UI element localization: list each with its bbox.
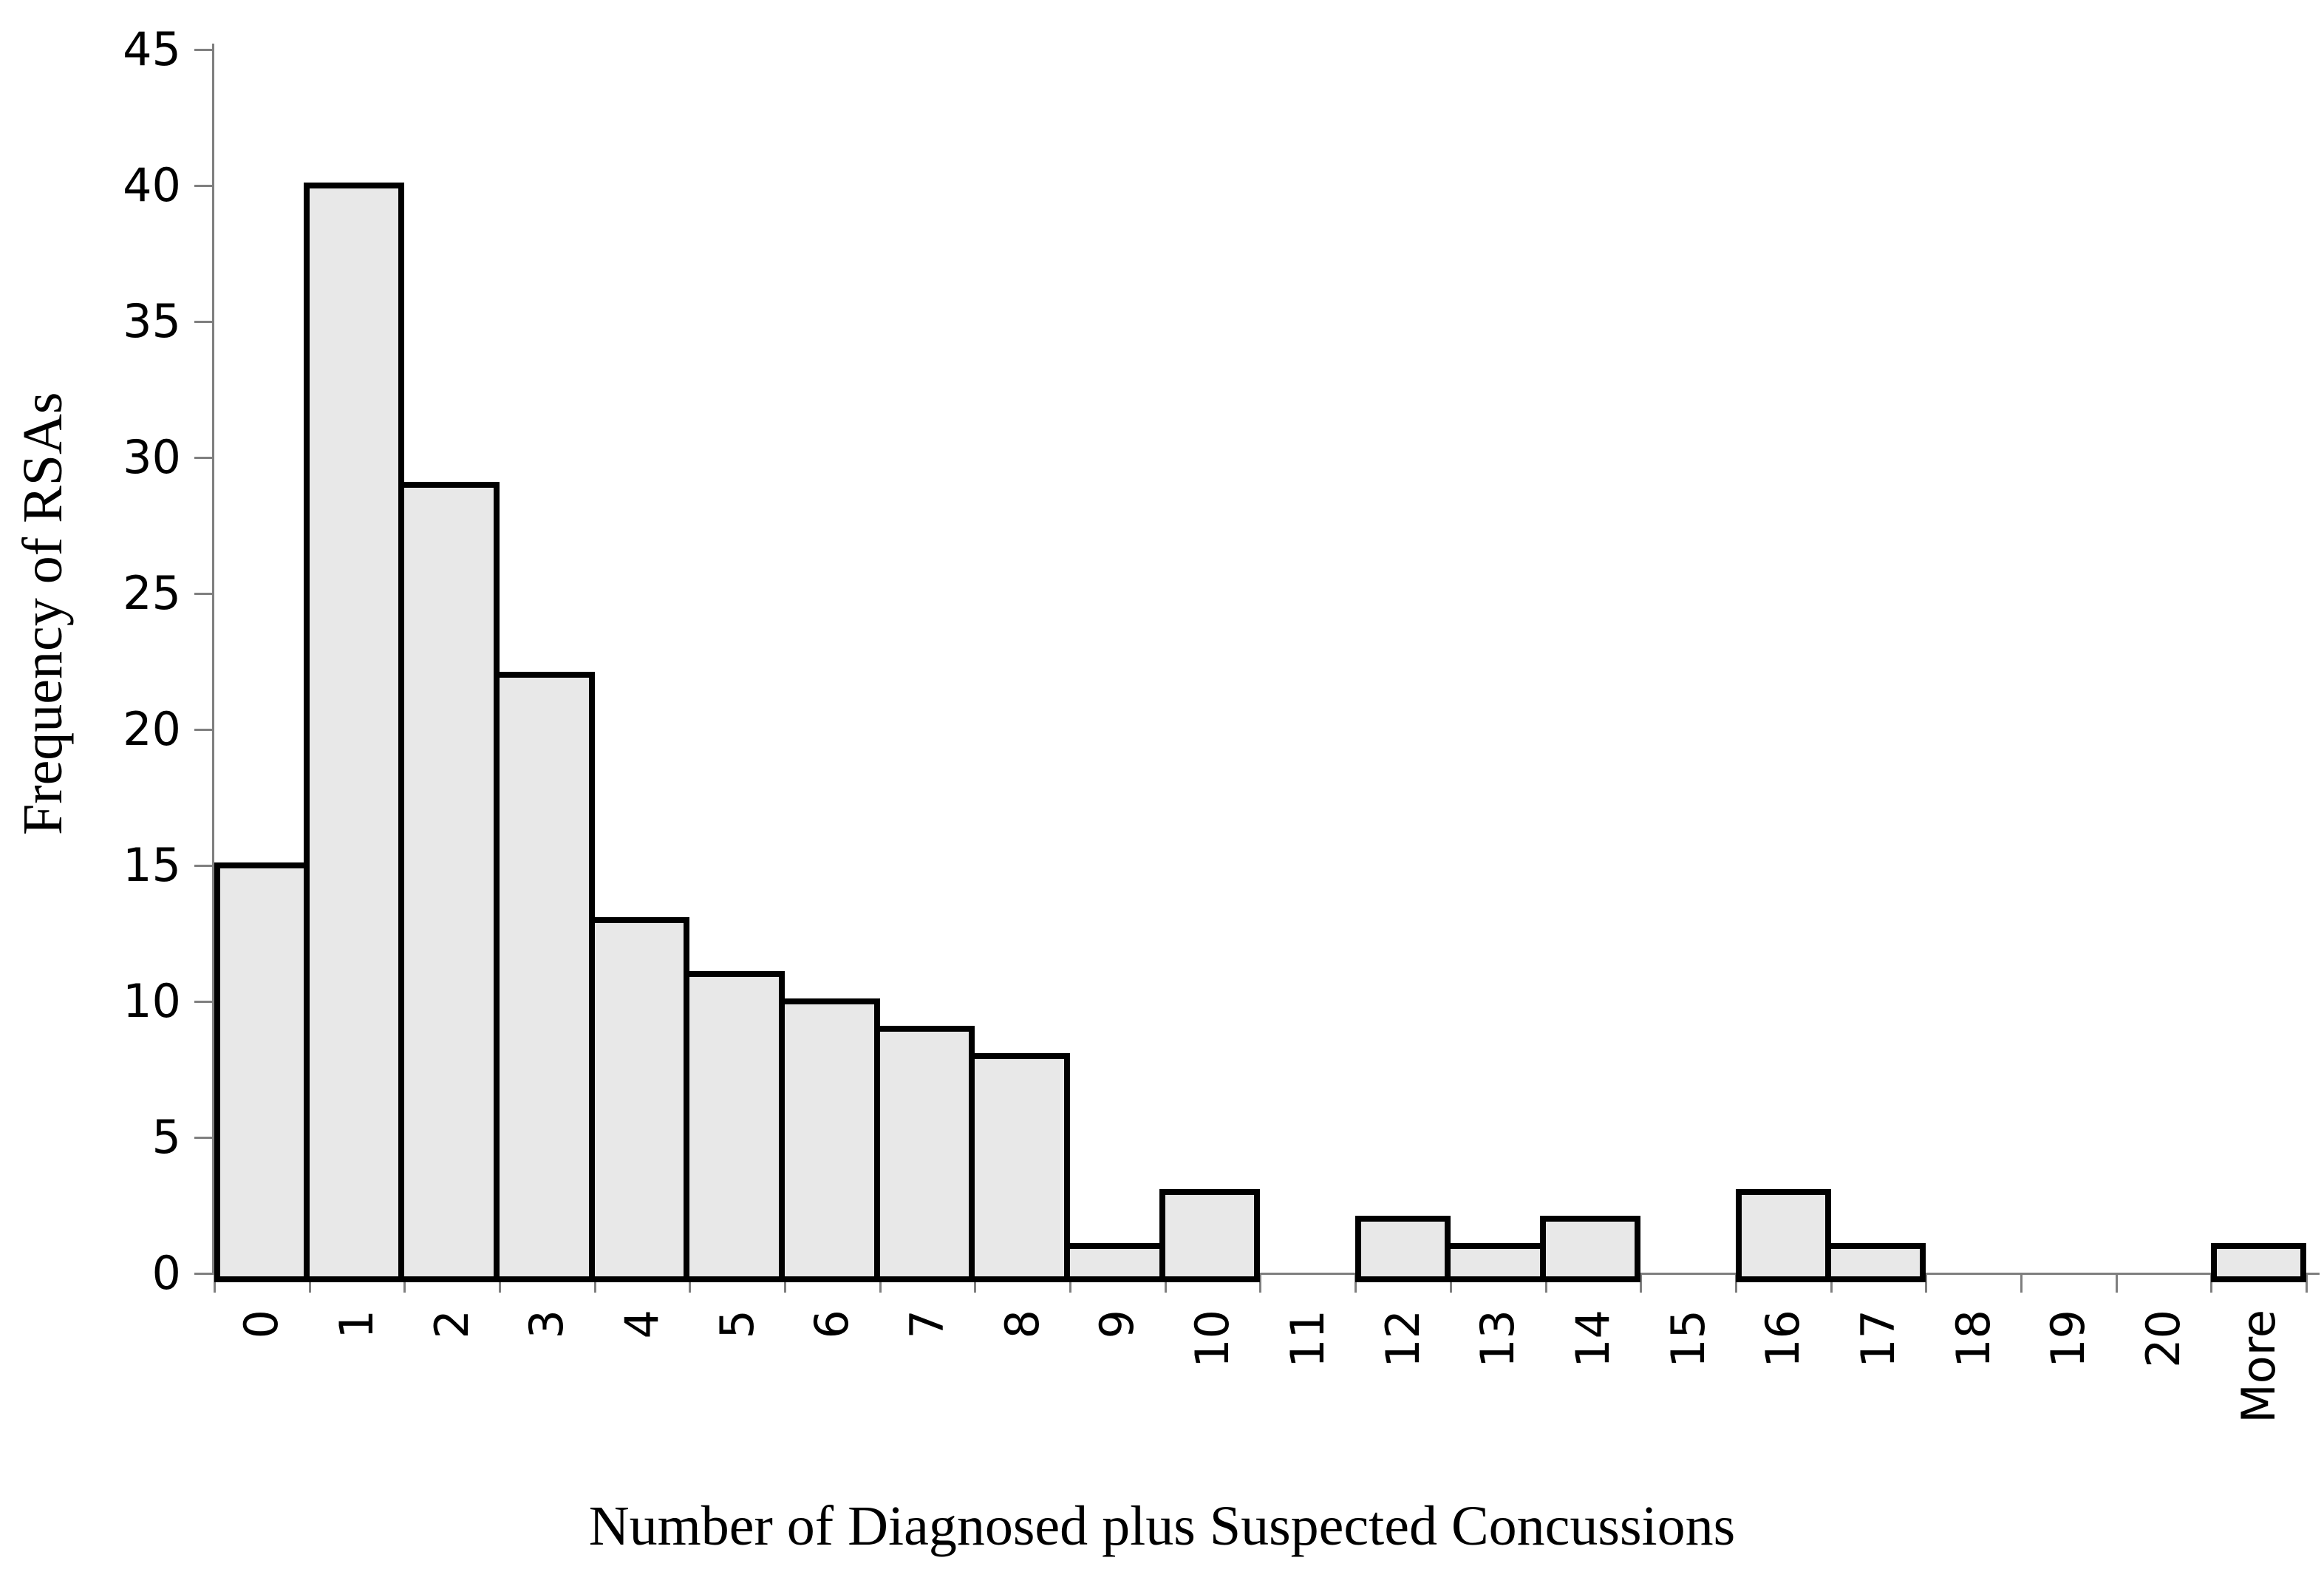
x-tick-label: 20 xyxy=(2136,1310,2190,1368)
x-tick-label: 13 xyxy=(1471,1310,1525,1368)
x-tick-mark xyxy=(2305,1275,2308,1293)
bar-7 xyxy=(873,1025,975,1282)
y-tick-label: 0 xyxy=(151,1246,181,1300)
bar-12 xyxy=(1355,1216,1451,1282)
bar-4 xyxy=(588,916,690,1282)
x-tick-mark xyxy=(2115,1275,2118,1293)
x-tick-mark xyxy=(1640,1275,1643,1293)
x-tick-mark xyxy=(1164,1275,1167,1293)
x-tick-label: 11 xyxy=(1280,1310,1335,1368)
x-tick-label: 5 xyxy=(709,1310,764,1339)
x-tick-label: 8 xyxy=(995,1310,1049,1339)
x-tick-mark xyxy=(593,1275,596,1293)
bar-0 xyxy=(214,862,310,1282)
y-tick-mark xyxy=(194,185,212,187)
bar-3 xyxy=(494,672,595,1282)
y-tick-mark xyxy=(194,1137,212,1139)
x-tick-mark xyxy=(1259,1275,1262,1293)
bar-More xyxy=(2211,1243,2306,1282)
bar-10 xyxy=(1159,1188,1261,1282)
y-tick-mark xyxy=(194,1273,212,1275)
bar-5 xyxy=(684,971,786,1282)
x-tick-mark xyxy=(879,1275,882,1293)
y-tick-label: 15 xyxy=(123,838,181,892)
y-tick-label: 10 xyxy=(123,974,181,1028)
x-tick-mark xyxy=(2210,1275,2213,1293)
bar-17 xyxy=(1824,1243,1926,1282)
y-axis-line xyxy=(212,44,214,1275)
x-tick-mark xyxy=(1734,1275,1737,1293)
x-tick-label: 17 xyxy=(1850,1310,1905,1368)
x-tick-mark xyxy=(1925,1275,1928,1293)
bar-2 xyxy=(398,481,500,1282)
x-axis-line xyxy=(212,1273,2320,1275)
x-tick-mark xyxy=(974,1275,977,1293)
y-tick-label: 40 xyxy=(123,158,181,212)
bar-16 xyxy=(1735,1188,1831,1282)
x-tick-label: 7 xyxy=(900,1310,955,1339)
y-tick-label: 5 xyxy=(151,1110,181,1164)
x-tick-mark xyxy=(1830,1275,1833,1293)
x-tick-label: 0 xyxy=(234,1310,289,1339)
x-tick-mark xyxy=(499,1275,502,1293)
x-tick-mark xyxy=(403,1275,406,1293)
x-tick-mark xyxy=(1069,1275,1072,1293)
x-tick-label: 2 xyxy=(424,1310,479,1339)
bar-14 xyxy=(1539,1216,1641,1282)
x-tick-mark xyxy=(308,1275,311,1293)
y-tick-mark xyxy=(194,865,212,867)
bar-6 xyxy=(779,998,880,1282)
x-tick-label: 10 xyxy=(1185,1310,1240,1368)
y-tick-mark xyxy=(194,1001,212,1003)
y-tick-mark xyxy=(194,321,212,323)
bar-9 xyxy=(1064,1243,1165,1282)
bar-1 xyxy=(303,183,405,1282)
x-tick-label: 3 xyxy=(519,1310,574,1339)
x-tick-mark xyxy=(689,1275,692,1293)
x-tick-label: 4 xyxy=(615,1310,669,1339)
y-tick-label: 45 xyxy=(123,22,181,76)
x-tick-label: 12 xyxy=(1375,1310,1430,1368)
x-tick-label: 19 xyxy=(2041,1310,2096,1368)
y-tick-mark xyxy=(194,729,212,731)
y-tick-label: 30 xyxy=(123,430,181,484)
x-tick-mark xyxy=(1449,1275,1452,1293)
y-tick-mark xyxy=(194,593,212,595)
y-tick-mark xyxy=(194,49,212,51)
x-tick-label: 9 xyxy=(1090,1310,1145,1339)
y-tick-label: 20 xyxy=(123,702,181,756)
x-tick-label: 6 xyxy=(805,1310,859,1339)
x-tick-mark xyxy=(1354,1275,1357,1293)
x-tick-mark xyxy=(214,1275,216,1293)
x-tick-label: More xyxy=(2231,1310,2286,1423)
x-tick-mark xyxy=(1544,1275,1547,1293)
x-tick-label: 1 xyxy=(330,1310,384,1339)
x-tick-label: 16 xyxy=(1756,1310,1810,1368)
x-tick-label: 14 xyxy=(1565,1310,1620,1368)
x-tick-label: 15 xyxy=(1660,1310,1715,1368)
x-tick-label: 18 xyxy=(1946,1310,2000,1368)
x-tick-mark xyxy=(784,1275,787,1293)
bar-8 xyxy=(969,1052,1071,1282)
y-tick-label: 25 xyxy=(123,566,181,620)
y-tick-mark xyxy=(194,457,212,459)
bar-13 xyxy=(1444,1243,1546,1282)
y-tick-label: 35 xyxy=(123,294,181,348)
x-tick-mark xyxy=(2020,1275,2023,1293)
x-axis-title: Number of Diagnosed plus Suspected Concu… xyxy=(588,1495,1736,1557)
